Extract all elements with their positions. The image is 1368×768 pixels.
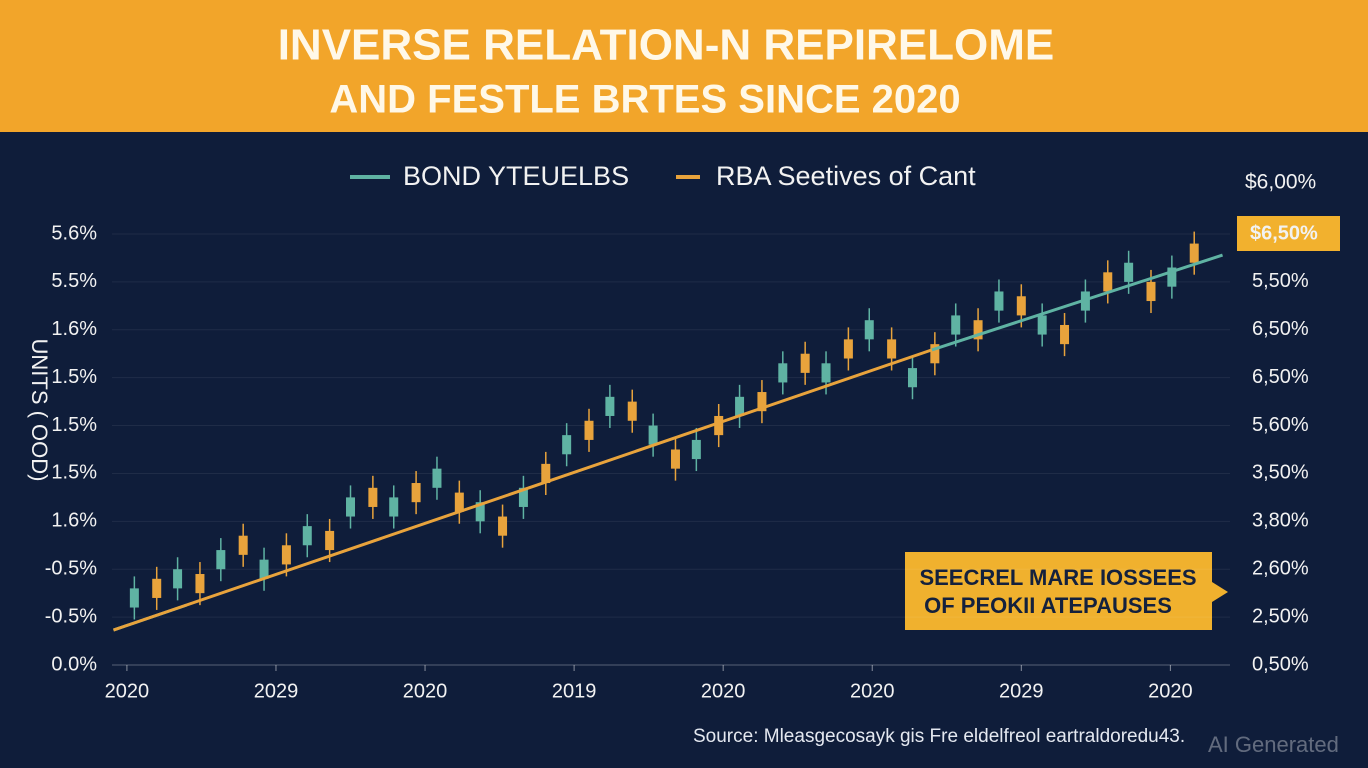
- candle-body: [951, 315, 961, 335]
- candle-body: [1124, 262, 1134, 282]
- x-tick-label: 2029: [999, 680, 1044, 702]
- y2-tick-label: 3,50%: [1252, 462, 1309, 484]
- y-tick-label: 5.5%: [51, 270, 97, 292]
- chart-title: AND FESTLE BRTES SINCE 2020: [329, 78, 960, 122]
- candle-body: [498, 516, 508, 536]
- y-tick-label: 1.5%: [51, 462, 97, 484]
- candle-body: [973, 320, 983, 340]
- candle-body: [1037, 315, 1047, 335]
- candle-body: [930, 344, 940, 364]
- candle-body: [195, 574, 205, 594]
- header-band: [0, 0, 1368, 132]
- y-tick-label: 1.6%: [51, 510, 97, 532]
- candle-body: [454, 492, 464, 512]
- watermark: AI Generated: [1208, 732, 1339, 757]
- x-tick-label: 2029: [254, 680, 299, 702]
- candle-body: [518, 487, 528, 507]
- candle-body: [584, 420, 594, 440]
- y-tick-label: -0.5%: [45, 605, 97, 627]
- source-note: Source: Mleasgecosayk gis Fre eldelfreol…: [693, 726, 1185, 747]
- candle-body: [411, 483, 421, 503]
- y2-tick-label: $6,50%: [1250, 222, 1318, 244]
- candle-body: [843, 339, 853, 359]
- candle-body: [389, 497, 399, 517]
- candle-body: [346, 497, 356, 517]
- candle-body: [259, 559, 269, 579]
- y-tick-label: 1.5%: [51, 414, 97, 436]
- legend-label: RBA Seetives of Cant: [716, 161, 976, 191]
- candle-body: [1189, 243, 1199, 263]
- y2-tick-label: 6,50%: [1252, 366, 1309, 388]
- legend-label: BOND YTEUELBS: [403, 161, 629, 191]
- x-tick-label: 2020: [105, 680, 150, 702]
- candle-body: [714, 415, 724, 436]
- y-tick-label: 1.5%: [51, 366, 97, 388]
- candle-body: [475, 502, 485, 522]
- x-tick-label: 2020: [1148, 680, 1193, 702]
- y-axis-label: UNITS ( OOD): [27, 339, 52, 482]
- annotation-box: [905, 552, 1212, 630]
- x-tick-label: 2020: [403, 680, 448, 702]
- candle-body: [821, 363, 831, 383]
- annotation-text: SEECREL MARE IOSSEES: [919, 565, 1196, 590]
- candle-body: [778, 363, 788, 383]
- y-tick-label: 5.6%: [51, 222, 97, 244]
- candle-body: [735, 396, 745, 416]
- candle-body: [368, 487, 378, 507]
- candle-body: [691, 439, 701, 460]
- y2-tick-label: 0,50%: [1252, 653, 1309, 675]
- highlight-box: [1237, 216, 1340, 251]
- candle-body: [605, 396, 615, 416]
- candle-body: [1167, 267, 1177, 287]
- series-line: [113, 348, 933, 632]
- candle-body: [432, 468, 442, 488]
- candle-body: [216, 550, 226, 570]
- candle-body: [281, 545, 291, 565]
- x-tick-label: 2020: [701, 680, 746, 702]
- y-tick-label: 1.6%: [51, 318, 97, 340]
- candle-body: [648, 425, 658, 445]
- y2-tick-label: 2,50%: [1252, 605, 1309, 627]
- candle-body: [994, 291, 1004, 311]
- candle-body: [1103, 272, 1113, 292]
- candle-body: [864, 320, 874, 340]
- candle-body: [1060, 324, 1070, 345]
- y2-tick-label: 6,50%: [1252, 318, 1309, 340]
- candle-body: [1016, 296, 1026, 316]
- candle-body: [757, 392, 767, 412]
- annotation: SEECREL MARE IOSSEES OF PEOKII ATEPAUSES: [905, 552, 1228, 630]
- candle-body: [800, 353, 810, 373]
- candle-body: [152, 578, 162, 598]
- y2-axis-label: $6,00%: [1245, 171, 1316, 194]
- y2-tick-label: 5,60%: [1252, 414, 1309, 436]
- candle-body: [627, 401, 637, 421]
- x-tick-label: 2019: [552, 680, 597, 702]
- candle-body: [325, 530, 335, 551]
- candle-body: [129, 588, 139, 608]
- annotation-text: OF PEOKII ATEPAUSES: [924, 593, 1172, 618]
- candle-body: [887, 339, 897, 359]
- y2-tick-label: 3,80%: [1252, 510, 1309, 532]
- candle-body: [302, 526, 312, 546]
- candle-body: [541, 463, 551, 484]
- candle-body: [670, 449, 680, 469]
- y2-tick-label: 5,50%: [1252, 270, 1309, 292]
- candles: [129, 231, 1199, 620]
- chart-title: INVERSE RELATION-N REPIRELOME: [278, 21, 1055, 70]
- candle-body: [238, 535, 248, 555]
- x-tick-label: 2020: [850, 680, 895, 702]
- y2-tick-label: 2,60%: [1252, 558, 1309, 580]
- y-tick-label: -0.5%: [45, 558, 97, 580]
- candle-body: [173, 569, 183, 589]
- annotation-arrow: [1212, 582, 1228, 602]
- candle-body: [562, 435, 572, 455]
- candle-body: [1146, 281, 1156, 302]
- candle-body: [907, 368, 917, 388]
- y-tick-label: 0.0%: [51, 653, 97, 675]
